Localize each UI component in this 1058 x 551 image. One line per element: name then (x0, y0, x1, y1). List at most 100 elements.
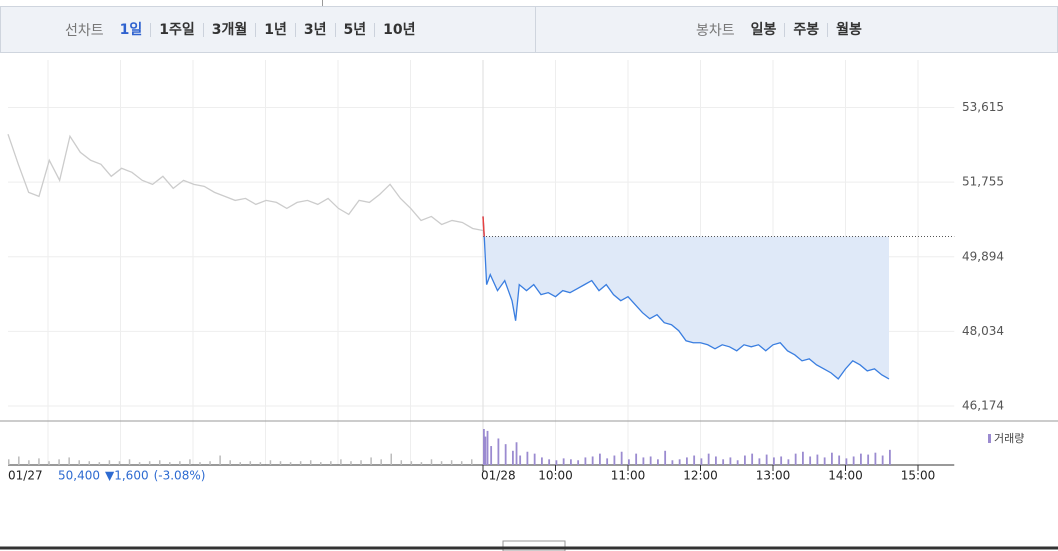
area (483, 216, 889, 379)
volume-bar (420, 462, 423, 465)
volume-bar (229, 460, 231, 465)
volume-bar (715, 456, 717, 465)
volume-bar (370, 457, 372, 465)
tab[interactable]: 1주일 (150, 22, 203, 37)
volume-bar (526, 451, 529, 465)
volume-bar (440, 461, 443, 465)
volume-bar (209, 461, 211, 465)
info-date: 01/27 (8, 469, 43, 483)
tab[interactable]: 1년 (255, 22, 295, 37)
volume-bar (620, 451, 623, 465)
volume-bar (138, 462, 141, 465)
volume-bar (570, 459, 572, 465)
tab[interactable]: 10년 (374, 22, 423, 37)
y-tick-label: 53,615 (962, 100, 1004, 114)
volume-bar (729, 457, 732, 465)
volume-bar (758, 458, 761, 465)
volume-bar (189, 459, 191, 465)
volume-bar (219, 455, 221, 465)
volume-bar (671, 460, 674, 465)
x-tick-label: 15:00 (901, 469, 936, 483)
volume-bar (664, 450, 667, 465)
x-tick-label: 13:00 (756, 469, 791, 483)
volume-bar (484, 436, 487, 465)
volume-bar (486, 430, 489, 465)
tab[interactable]: 주봉 (784, 22, 827, 37)
volume-bar (360, 460, 362, 465)
tab[interactable]: 5년 (334, 22, 375, 37)
above-close-segment (482, 216, 485, 237)
volume-bar (199, 462, 201, 465)
volume-bar (722, 459, 725, 465)
volume-bar (555, 460, 558, 465)
volume-bar (38, 458, 40, 465)
volume-bar (58, 459, 60, 465)
volume-bar (88, 461, 91, 465)
volume-bar (78, 460, 80, 465)
volume-label: 거래량 (994, 432, 1024, 445)
tab[interactable]: 3개월 (202, 22, 256, 37)
volume-bar (649, 456, 652, 465)
volume-bar (838, 455, 841, 465)
volume-bar (515, 442, 518, 465)
tab[interactable]: 3년 (294, 22, 335, 37)
scroll-handle (502, 540, 566, 551)
volume-bar (635, 453, 638, 465)
volume-bar (562, 458, 565, 465)
volume-bar (744, 455, 746, 465)
volume-bar (852, 456, 855, 465)
volume-bar (678, 459, 681, 465)
volume-bar (340, 459, 342, 465)
info-change: ▼1,600 (105, 469, 149, 483)
volume-bar (380, 459, 382, 465)
volume-bar (512, 450, 514, 465)
y-tick-label: 51,755 (962, 175, 1004, 189)
volume-bar (519, 455, 522, 465)
volume-bar (460, 461, 463, 465)
volume-bar (320, 462, 322, 465)
volume-bar (867, 454, 870, 465)
volume-bar (279, 461, 282, 465)
x-tick-label: 11:00 (611, 469, 646, 483)
volume-bar (497, 438, 500, 465)
y-tick-label: 48,034 (962, 324, 1004, 338)
volume-bar (577, 460, 580, 465)
volume-bar (860, 453, 862, 465)
volume-bar (410, 461, 413, 465)
volume-bar (169, 462, 171, 465)
volume-bar (533, 453, 536, 465)
volume-bar (606, 458, 609, 465)
volume-bar (309, 460, 312, 465)
line (7, 133, 484, 232)
volume-bar (289, 462, 292, 465)
volume-bar (881, 455, 884, 465)
volume-bar (48, 461, 50, 465)
y-tick-label: 49,894 (962, 249, 1004, 263)
tab-group-label: 선차트 (65, 22, 104, 39)
tab[interactable]: 일봉 (750, 21, 777, 38)
volume-bar (450, 460, 453, 465)
volume-bar (751, 453, 754, 465)
volume-bar (794, 453, 797, 465)
x-tick-label: 10:00 (538, 469, 573, 483)
line-chart-tabs: 선차트 1일 1주일 3개월 1년 3년 5년 10년 (1, 7, 536, 52)
toolbar: 선차트 1일 1주일 3개월 1년 3년 5년 10년 봉차트 일봉 주봉 월봉 (0, 6, 1058, 53)
volume-bar (8, 459, 10, 465)
volume-bar (259, 462, 262, 465)
volume-bar (686, 457, 688, 465)
volume-bar (548, 459, 551, 465)
volume-bar (657, 459, 659, 465)
volume-bar (831, 452, 833, 465)
tab[interactable]: 1일 (119, 21, 143, 38)
legend-swatch (988, 434, 991, 443)
volume-bar (628, 459, 630, 465)
volume-bar (599, 453, 601, 465)
candle-chart-tabs: 봉차트 일봉 주봉 월봉 (536, 7, 870, 52)
volume-bar (68, 457, 70, 465)
volume-bar (158, 460, 161, 465)
volume-bar (483, 429, 485, 465)
volume-bar (128, 459, 131, 465)
tab[interactable]: 월봉 (827, 22, 870, 37)
volume-bar (591, 456, 594, 465)
volume-bar (299, 461, 302, 465)
